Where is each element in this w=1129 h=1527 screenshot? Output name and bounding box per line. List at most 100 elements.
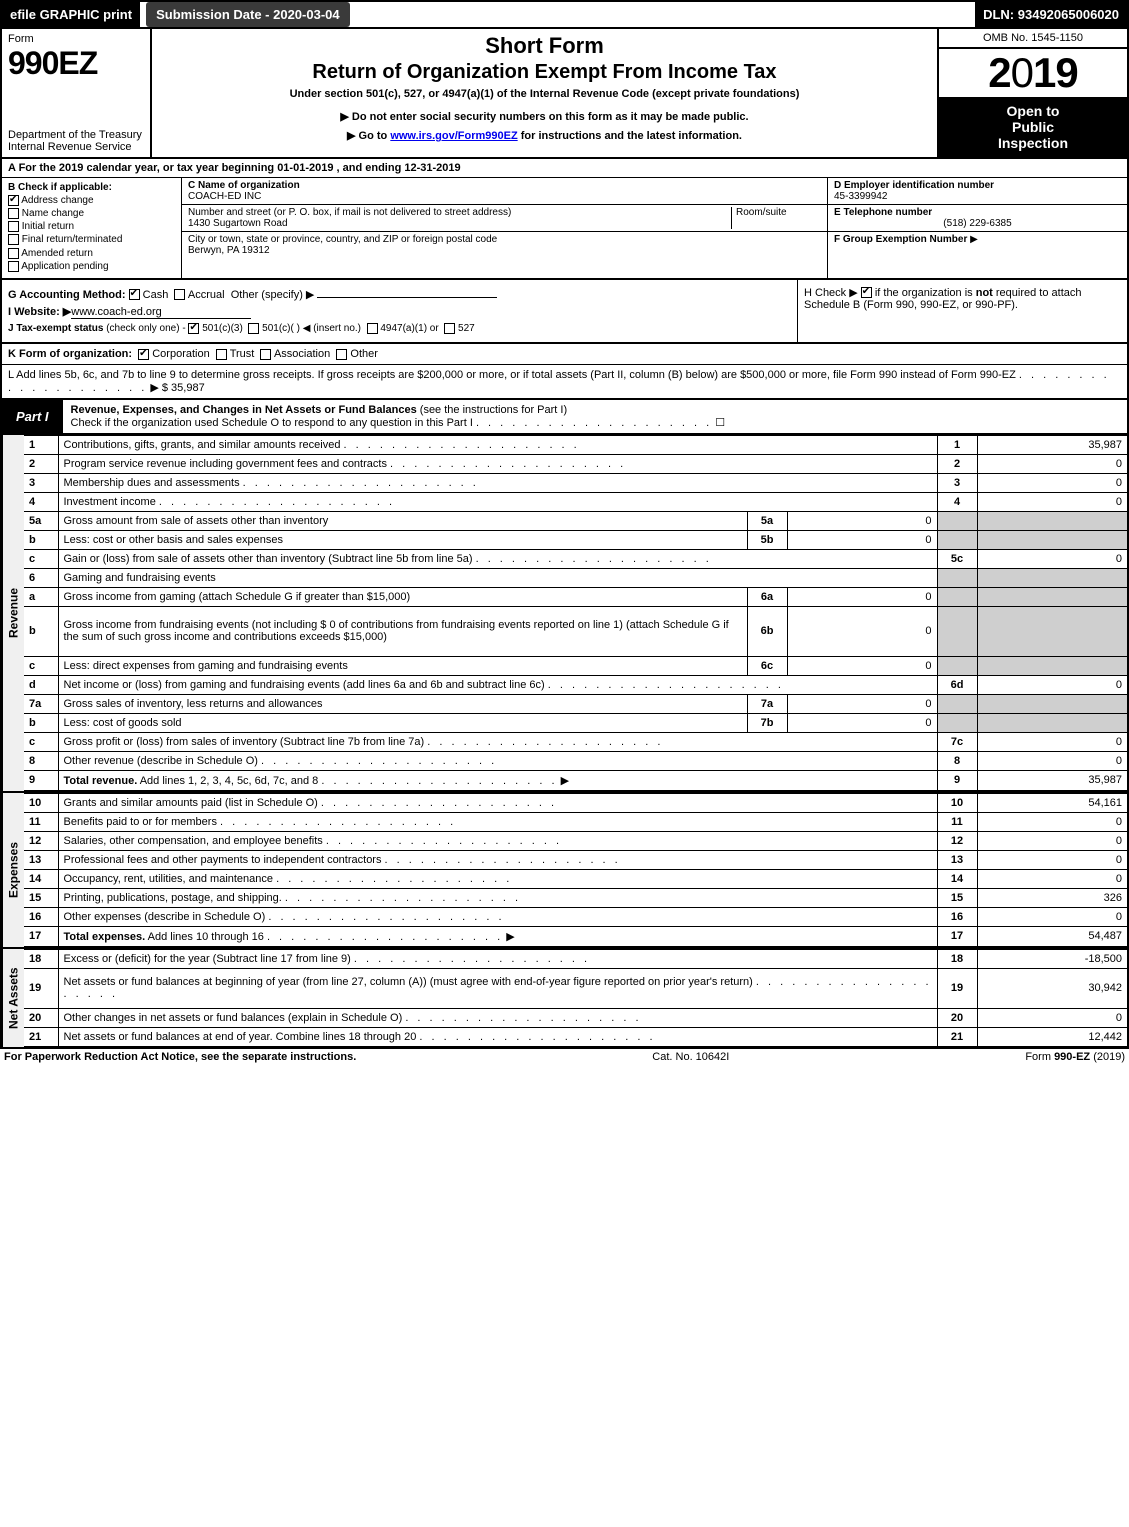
checkbox-icon [8,221,19,232]
part-1-checkbox-end[interactable]: ☐ [715,417,725,429]
part-1-sub: (see the instructions for Part I) [420,404,567,416]
tel-label: E Telephone number [834,207,932,218]
line-amount: 0 [977,473,1127,492]
checkbox-icon[interactable] [861,287,872,298]
line-number: 11 [24,812,58,831]
line-desc: Gross income from gaming (attach Schedul… [58,587,747,606]
table-row: 11Benefits paid to or for members 110 [24,812,1127,831]
checkbox-icon[interactable] [174,289,185,300]
line-number: 1 [24,435,58,454]
table-row: cGain or (loss) from sale of assets othe… [24,549,1127,568]
line-amount: 0 [977,869,1127,888]
checkbox-icon[interactable] [336,349,347,360]
line-number: b [24,606,58,656]
sub-value: 0 [787,606,937,656]
check-amended[interactable]: Amended return [8,248,175,259]
sub-label: 6c [747,656,787,675]
checkbox-icon[interactable] [188,323,199,334]
line-desc: Gross sales of inventory, less returns a… [58,694,747,713]
line-label: 10 [937,793,977,812]
header-left: Form 990EZ Department of the Treasury In… [2,29,152,157]
shaded-cell [937,656,977,675]
line-desc: Membership dues and assessments [58,473,937,492]
line-label: 13 [937,850,977,869]
checkbox-icon [8,248,19,259]
table-row: 19Net assets or fund balances at beginni… [24,968,1127,1008]
check-address-change[interactable]: Address change [8,195,175,206]
line-desc: Program service revenue including govern… [58,454,937,473]
table-row: 8Other revenue (describe in Schedule O) … [24,751,1127,770]
dept2: Internal Revenue Service [8,141,144,153]
line-number: 3 [24,473,58,492]
city-value: Berwyn, PA 19312 [188,245,270,256]
footer-left: For Paperwork Reduction Act Notice, see … [4,1051,356,1063]
check-application-pending[interactable]: Application pending [8,261,175,272]
line-desc: Other revenue (describe in Schedule O) [58,751,937,770]
line-amount: 54,161 [977,793,1127,812]
omb-number: OMB No. 1545-1150 [939,29,1127,49]
line-label: 2 [937,454,977,473]
line-label: 16 [937,907,977,926]
footer-mid: Cat. No. 10642I [652,1051,729,1063]
check-initial-return[interactable]: Initial return [8,221,175,232]
mid-left: G Accounting Method: Cash Accrual Other … [2,280,797,342]
sub-label: 6a [747,587,787,606]
opt-amended: Amended return [21,248,93,259]
table-row: 13Professional fees and other payments t… [24,850,1127,869]
sub-value: 0 [787,530,937,549]
efile-label[interactable]: efile GRAPHIC print [2,2,140,27]
line-number: 20 [24,1008,58,1027]
checkbox-icon[interactable] [367,323,378,334]
table-row: 3Membership dues and assessments 30 [24,473,1127,492]
street-cell: Number and street (or P. O. box, if mail… [182,205,827,232]
g-other-input[interactable] [317,297,497,298]
dln-value: 93492065006020 [1018,7,1119,22]
table-row: 10Grants and similar amounts paid (list … [24,793,1127,812]
goto-link[interactable]: www.irs.gov/Form990EZ [390,130,517,142]
h-text2: if the organization is [875,287,976,299]
checkbox-icon[interactable] [129,289,140,300]
col-b-title: B Check if applicable: [8,182,175,193]
line-amount: 326 [977,888,1127,907]
g-cash: Cash [143,289,169,301]
city-label: City or town, state or province, country… [188,234,497,245]
line-number: 21 [24,1027,58,1046]
dots-icon [476,417,712,429]
sub-value: 0 [787,511,937,530]
table-row: aGross income from gaming (attach Schedu… [24,587,1127,606]
column-b: B Check if applicable: Address change Na… [2,178,182,278]
line-desc: Gross amount from sale of assets other t… [58,511,747,530]
ein-value: 45-3399942 [834,191,887,202]
j-sub: (check only one) - [106,323,188,334]
checkbox-icon[interactable] [248,323,259,334]
line-desc: Less: cost or other basis and sales expe… [58,530,747,549]
column-c: C Name of organization COACH-ED INC Numb… [182,178,827,278]
h-text1: H Check ▶ [804,287,861,299]
shaded-cell [977,656,1127,675]
org-name: COACH-ED INC [188,191,261,202]
table-row: cGross profit or (loss) from sales of in… [24,732,1127,751]
checkbox-icon[interactable] [216,349,227,360]
check-final-return[interactable]: Final return/terminated [8,234,175,245]
line-k: K Form of organization: Corporation Trus… [0,344,1129,365]
net-assets-section: Net Assets 18Excess or (deficit) for the… [0,949,1129,1049]
form-word: Form [8,33,144,45]
checkbox-icon[interactable] [444,323,455,334]
g-accrual: Accrual [188,289,225,301]
shaded-cell [937,713,977,732]
line-desc: Gaming and fundraising events [58,568,937,587]
revenue-tab: Revenue [2,435,24,791]
line-desc: Contributions, gifts, grants, and simila… [58,435,937,454]
website-value[interactable]: www.coach-ed.org [71,306,251,319]
checkbox-icon[interactable] [138,349,149,360]
line-desc: Benefits paid to or for members [58,812,937,831]
shaded-cell [937,606,977,656]
check-name-change[interactable]: Name change [8,208,175,219]
ein-label: D Employer identification number [834,180,994,191]
table-row: 1Contributions, gifts, grants, and simil… [24,435,1127,454]
part-1-checkline: Check if the organization used Schedule … [71,417,473,429]
header-center: Short Form Return of Organization Exempt… [152,29,937,157]
checkbox-icon[interactable] [260,349,271,360]
sub-label: 7a [747,694,787,713]
line-amount: 35,987 [977,435,1127,454]
